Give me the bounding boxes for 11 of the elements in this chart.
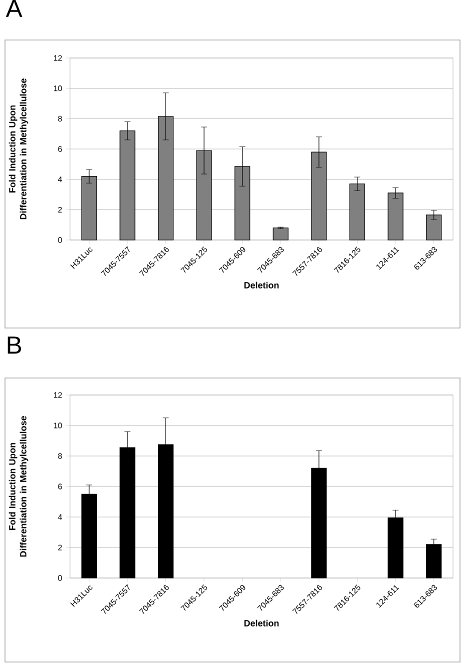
bar <box>272 228 288 240</box>
chart-title: A <box>6 0 22 17</box>
bar <box>426 214 442 240</box>
chart-title: B <box>8 336 22 354</box>
bar <box>311 468 327 578</box>
y-axis-title: Fold Induction Upon Differentiation in Methylcellulose <box>8 416 28 557</box>
x-axis-title: Deletion <box>244 620 279 626</box>
x-axis-title: Deletion <box>244 282 279 288</box>
bar <box>81 494 97 578</box>
bar <box>120 447 136 578</box>
y-axis-title: Fold Induction Upon Differentiation in Methylcellulose <box>8 78 28 220</box>
